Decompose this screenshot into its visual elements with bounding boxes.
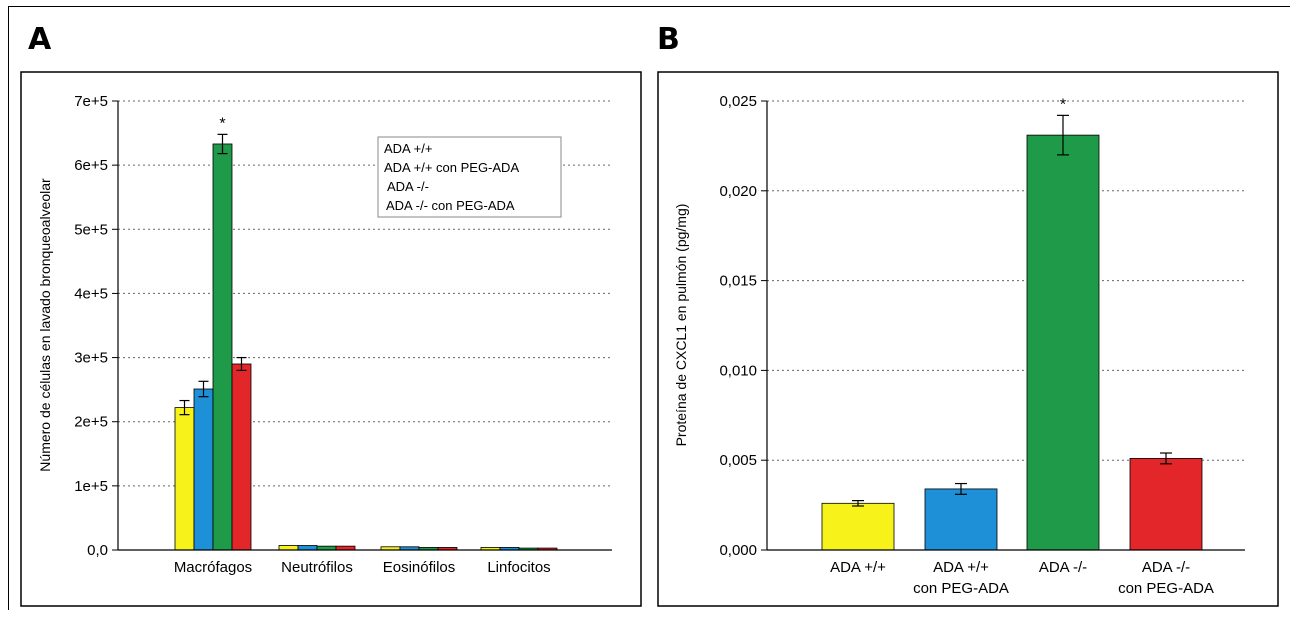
y-tick-label: 5e+5 <box>74 221 108 238</box>
x-tick-label-line2: con PEG-ADA <box>913 580 1009 597</box>
y-tick-label: 7e+5 <box>74 93 108 110</box>
x-tick-label: ADA +/+ <box>830 559 886 576</box>
y-tick-label: 3e+5 <box>74 350 108 367</box>
x-tick-label-line2: con PEG-ADA <box>1118 580 1214 597</box>
legend-entry: ADA +/+ <box>384 141 432 156</box>
significance-star: * <box>219 115 225 132</box>
bar <box>924 488 998 551</box>
legend-entry: ADA -/- <box>387 179 429 194</box>
y-tick-label: 0,025 <box>719 93 757 110</box>
x-tick-label: ADA -/- <box>1039 559 1087 576</box>
legend-entry: ADA -/- con PEG-ADA <box>386 198 515 213</box>
y-tick-label: 1e+5 <box>74 478 108 495</box>
chart-a-legend: ADA +/+ ADA +/+ con PEG-ADA ADA -/- ADA -/-… <box>377 136 562 218</box>
bar <box>1129 458 1203 551</box>
y-tick-label: 0,000 <box>719 542 757 559</box>
x-tick-label: Linfocitos <box>487 559 550 576</box>
x-tick-label: ADA -/- <box>1142 559 1190 576</box>
chart-a: * 0,0 1e+5 2e+5 3e+5 4e+5 5e+5 6e+5 7e+5 Macrófa… <box>37 93 612 576</box>
x-tick-label: ADA +/+ <box>933 559 989 576</box>
y-tick-label: 0,0 <box>87 542 108 559</box>
y-tick-label: 4e+5 <box>74 285 108 302</box>
y-tick-label: 2e+5 <box>74 414 108 431</box>
panel-a-box <box>20 71 642 607</box>
y-tick-label: 6e+5 <box>74 157 108 174</box>
bar <box>278 545 299 551</box>
chart-b: * 0,000 0,005 0,010 0,015 0,020 0,025 ADA +/+ A… <box>673 93 1245 597</box>
bar <box>174 407 195 551</box>
y-tick-label: 0,005 <box>719 452 757 469</box>
legend-entry: ADA +/+ con PEG-ADA <box>384 160 519 175</box>
x-tick-label: Neutrófilos <box>281 559 353 576</box>
x-tick-label: Eosinófilos <box>383 559 456 576</box>
chart-b-y-axis-label: Proteína de CXCL1 en pulmón (pg/mg) <box>673 204 689 447</box>
chart-a-y-axis-label: Número de células en lavado bronqueoalve… <box>37 178 53 472</box>
bar <box>297 545 318 551</box>
legend-box <box>377 136 562 218</box>
panel-a-letter: A <box>28 22 52 57</box>
significance-star: * <box>1060 96 1066 113</box>
panel-b-letter: B <box>657 22 680 57</box>
bar <box>1026 134 1100 551</box>
x-tick-label: Macrófagos <box>174 559 252 576</box>
bar <box>212 143 233 551</box>
y-tick-label: 0,010 <box>719 362 757 379</box>
bar <box>821 502 895 551</box>
figure-frame <box>8 6 1290 610</box>
y-tick-label: 0,015 <box>719 273 757 290</box>
y-tick-label: 0,020 <box>719 183 757 200</box>
panel-b-box <box>657 71 1279 607</box>
bar <box>193 388 214 551</box>
bar <box>231 363 252 551</box>
